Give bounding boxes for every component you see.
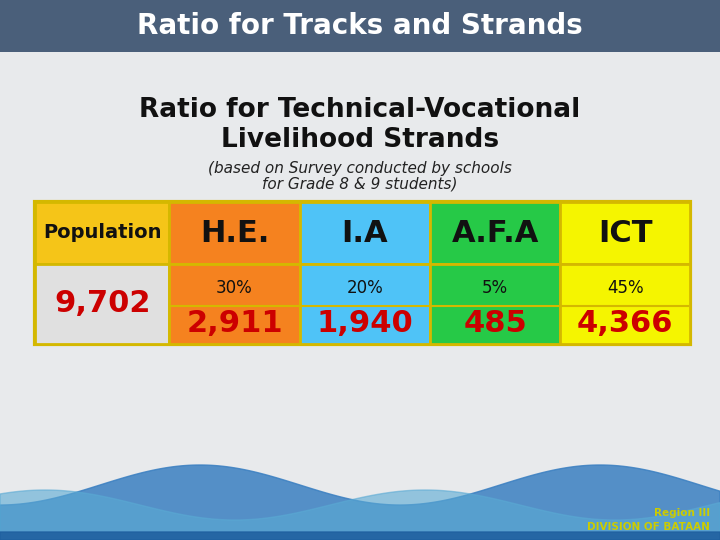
Text: for Grade 8 & 9 students): for Grade 8 & 9 students) [262, 177, 458, 192]
Text: Ratio for Technical-Vocational: Ratio for Technical-Vocational [140, 97, 580, 123]
Text: 9,702: 9,702 [54, 289, 150, 319]
Bar [430, 264, 560, 344]
Text: (based on Survey conducted by schools: (based on Survey conducted by schools [208, 160, 512, 176]
Bar [430, 202, 560, 264]
Text: I.A: I.A [341, 219, 388, 247]
Bar [35, 202, 169, 264]
Text: 20%: 20% [346, 279, 383, 297]
Text: Livelihood Strands: Livelihood Strands [221, 127, 499, 153]
Bar [0, 0, 720, 52]
Text: 4,366: 4,366 [577, 309, 673, 339]
Text: Region III
DIVISION OF BATAAN: Region III DIVISION OF BATAAN [587, 508, 710, 532]
Bar [35, 264, 169, 344]
Bar [560, 264, 690, 344]
Text: A.F.A: A.F.A [451, 219, 539, 247]
Text: Population: Population [43, 224, 161, 242]
Bar [35, 202, 690, 344]
Text: H.E.: H.E. [199, 219, 269, 247]
Bar [300, 264, 430, 344]
Text: 2,911: 2,911 [186, 309, 283, 339]
Text: 45%: 45% [607, 279, 644, 297]
Text: 485: 485 [463, 309, 527, 339]
Text: 5%: 5% [482, 279, 508, 297]
Bar [169, 202, 300, 264]
Bar [169, 264, 300, 344]
Text: 30%: 30% [216, 279, 253, 297]
Bar [300, 202, 430, 264]
Text: Ratio for Tracks and Strands: Ratio for Tracks and Strands [137, 12, 583, 40]
Text: ICT: ICT [598, 219, 652, 247]
Text: 1,940: 1,940 [316, 309, 413, 339]
Bar [560, 202, 690, 264]
